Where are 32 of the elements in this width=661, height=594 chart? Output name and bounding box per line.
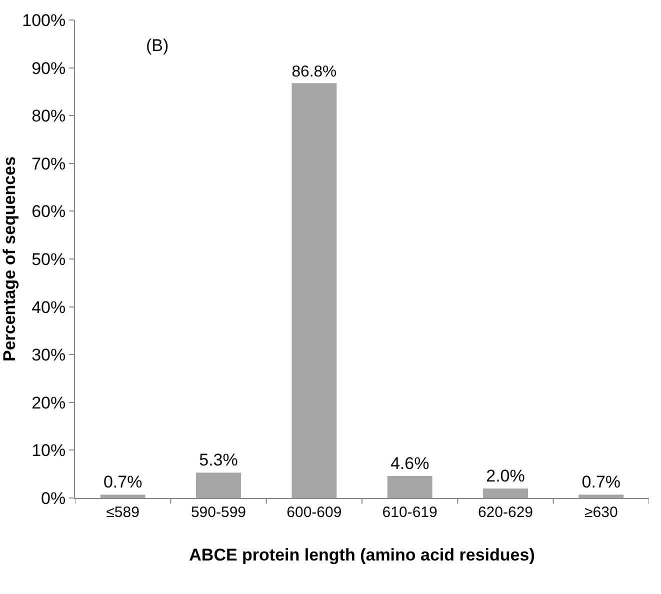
x-tick-label: 600-609 bbox=[286, 504, 342, 521]
data-label: 0.7% bbox=[103, 472, 142, 492]
y-tick-label: 40% bbox=[32, 298, 66, 317]
x-tick-label: ≥630 bbox=[584, 504, 618, 521]
data-label: 5.3% bbox=[199, 450, 238, 470]
y-tick-label: 20% bbox=[32, 393, 66, 412]
bar bbox=[387, 476, 432, 498]
y-tick-label: 50% bbox=[32, 250, 66, 269]
x-tick-label: ≤589 bbox=[106, 504, 140, 521]
data-label: 86.8% bbox=[292, 63, 337, 80]
y-axis-title: Percentage of sequences bbox=[0, 156, 19, 362]
y-tick-label: 30% bbox=[32, 346, 66, 365]
x-tick-label: 590-599 bbox=[190, 504, 246, 521]
data-label: 2.0% bbox=[486, 466, 525, 486]
y-tick-label: 0% bbox=[41, 488, 66, 508]
bar bbox=[196, 472, 241, 498]
bar bbox=[483, 488, 528, 498]
bar bbox=[578, 494, 624, 498]
x-axis-title: ABCE protein length (amino acid residues) bbox=[189, 545, 535, 564]
x-tick-label: 620-629 bbox=[478, 504, 534, 521]
y-tick-label: 70% bbox=[32, 154, 66, 174]
y-tick-label: 80% bbox=[32, 106, 66, 126]
bar bbox=[100, 494, 146, 498]
data-label: 0.7% bbox=[582, 472, 621, 492]
y-tick-label: 90% bbox=[32, 58, 66, 78]
y-tick-label: 60% bbox=[32, 202, 66, 222]
y-tick-label: 100% bbox=[22, 10, 66, 30]
x-tick-label: 610-619 bbox=[382, 504, 438, 521]
bar bbox=[292, 83, 337, 498]
data-label: 4.6% bbox=[390, 454, 430, 474]
annotation: (B) bbox=[146, 36, 169, 55]
y-tick-label: 10% bbox=[32, 441, 66, 460]
